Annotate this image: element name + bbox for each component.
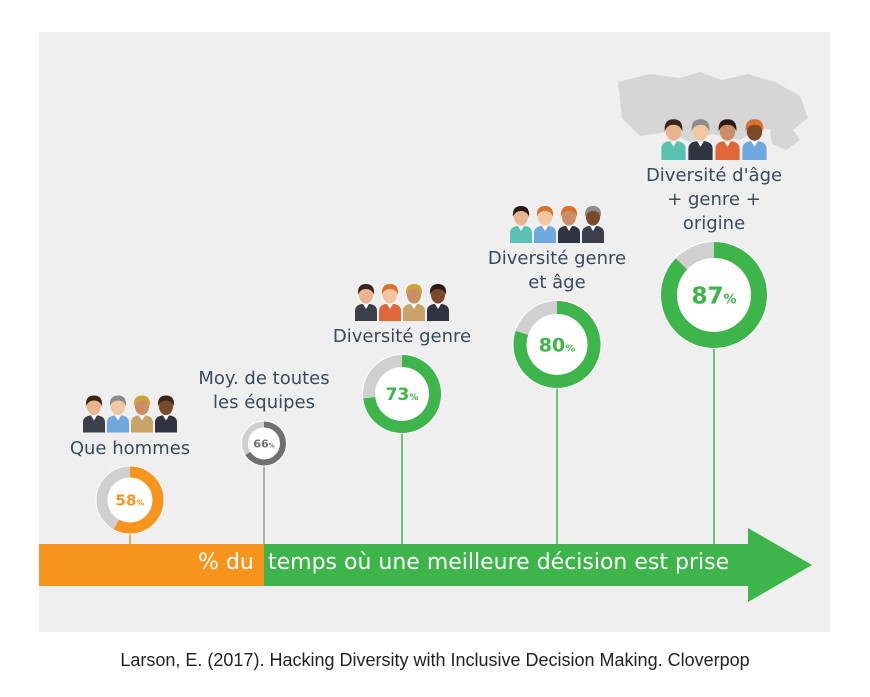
donut-3: 80% [512,299,602,389]
axis-arrow-orange-segment [39,544,264,586]
citation: Larson, E. (2017). Hacking Diversity wit… [120,650,750,670]
axis-caption-part-1: % du [198,550,254,575]
donut-arc-0 [96,466,164,534]
donut-0: 58% [95,465,165,535]
person-icon [742,119,767,160]
category-label-0: Que hommes [69,437,191,459]
donut-arc-2 [363,354,441,433]
person-icon [131,395,153,433]
rings-layer: 58% 66% 73% 80% 87% [95,240,768,535]
donut-2: 73% [362,353,442,434]
category-label-3: Diversité genre et âge [487,247,627,293]
donut-arc-1 [242,421,286,466]
category-label-1: Moy. de toutes les équipes [198,368,330,414]
world-map-icon [618,72,808,150]
person-icon [107,395,129,433]
person-icon [155,395,177,433]
people-layer [83,119,767,433]
person-icon [558,205,580,243]
person-icon [379,283,401,321]
people-icon-group-3 [510,205,604,243]
person-icon [661,119,686,160]
axis-arrow-green-segment [264,528,812,602]
person-icon [355,283,377,321]
people-icon-group-4 [661,119,767,160]
person-icon [688,119,713,160]
person-icon [715,119,740,160]
person-icon [403,283,425,321]
person-icon [427,283,449,321]
category-label-4: Diversité d'âge + genre + origine [645,164,783,234]
person-icon [510,205,532,243]
donut-4: 87% [660,240,768,349]
category-label-2: Diversité genre [332,325,472,347]
person-icon [83,395,105,433]
donut-arc-4 [661,241,767,348]
axis-arrow [39,528,812,602]
axis-caption-part-2: temps où une meilleure décision est pris… [268,550,730,575]
donut-1: 66% [241,420,287,467]
people-icon-group-2 [355,283,449,321]
donut-arc-3 [513,300,601,388]
person-icon [534,205,556,243]
people-icon-group-0 [83,395,177,433]
person-icon [582,205,604,243]
